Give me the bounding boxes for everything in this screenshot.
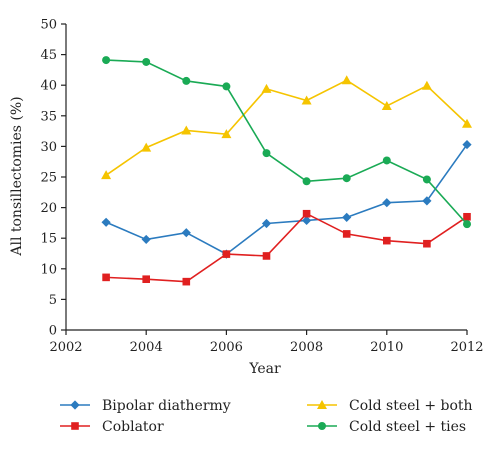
legend-item: Bipolar diathermy <box>60 398 231 414</box>
data-point <box>301 95 312 105</box>
axes: 0 5 10 15 20 25 30 35 40 45 50 2002 2004 2006 2008 2010… <box>40 18 483 356</box>
data-point <box>262 252 271 260</box>
data-point <box>422 175 431 184</box>
legend-label: Cold steel + both <box>349 398 473 414</box>
series-bipolar-diathermy <box>101 139 472 259</box>
y-tick-label: 20 <box>40 201 57 216</box>
data-point <box>422 196 432 206</box>
data-point <box>142 275 150 284</box>
data-point <box>141 234 151 245</box>
legend-marker <box>70 400 80 410</box>
data-point <box>302 209 311 218</box>
data-point <box>382 156 391 165</box>
data-point <box>102 273 110 282</box>
x-tick-label: 2010 <box>370 340 403 355</box>
legend-label: Coblator <box>102 419 164 435</box>
series-line <box>106 212 468 283</box>
data-point <box>302 215 312 226</box>
series-coblator <box>102 209 471 286</box>
series-cold-steel-both <box>101 75 472 180</box>
data-point <box>221 129 232 139</box>
data-point <box>101 217 111 227</box>
data-point <box>182 76 191 85</box>
data-point <box>222 82 231 91</box>
data-point <box>382 198 392 208</box>
y-tick-label: 15 <box>40 232 57 247</box>
legend-marker <box>317 400 327 409</box>
data-point <box>421 80 432 90</box>
x-tick-label: 2004 <box>130 340 163 355</box>
data-point <box>462 139 472 150</box>
x-tick-label: 2008 <box>290 340 323 355</box>
data-point <box>381 101 392 111</box>
legend-marker <box>71 422 79 430</box>
legend-label: Cold steel + ties <box>349 419 466 435</box>
y-tick-label: 45 <box>40 48 57 63</box>
series-line <box>105 79 468 176</box>
data-point <box>102 56 111 65</box>
y-tick-label: 0 <box>49 324 57 339</box>
x-tick-label: 2002 <box>49 340 82 355</box>
data-point <box>261 218 272 229</box>
legend-item: Cold steel + ties <box>307 419 466 435</box>
legend: Bipolar diathermy Coblator Cold steel + bo… <box>60 398 473 435</box>
data-point <box>142 57 151 66</box>
data-point <box>181 228 191 238</box>
data-point <box>463 212 471 221</box>
data-point <box>462 118 472 128</box>
y-tick-label: 40 <box>40 79 57 94</box>
data-point <box>341 75 352 85</box>
legend-item: Coblator <box>60 419 164 435</box>
data-point <box>261 83 272 93</box>
data-point <box>383 236 391 245</box>
y-tick-label: 30 <box>40 140 57 155</box>
x-tick-label: 2006 <box>210 340 243 355</box>
data-point <box>262 149 271 158</box>
data-point <box>181 125 192 135</box>
data-point <box>342 174 351 183</box>
data-point <box>141 142 152 152</box>
series-layer <box>101 56 472 286</box>
legend-item: Cold steel + both <box>307 398 473 414</box>
series-line <box>105 144 468 256</box>
y-tick-label: 35 <box>40 109 57 124</box>
y-tick-label: 5 <box>49 293 57 308</box>
data-point <box>463 220 471 229</box>
legend-label: Bipolar diathermy <box>102 398 231 414</box>
legend-marker <box>318 422 326 430</box>
data-point <box>342 230 351 238</box>
data-point <box>222 250 231 258</box>
x-tick-label: 2012 <box>450 340 483 355</box>
data-point <box>342 212 352 222</box>
y-tick-label: 10 <box>40 262 57 277</box>
series-line <box>106 59 468 225</box>
data-point <box>182 277 191 286</box>
data-point <box>101 170 112 180</box>
data-point <box>302 177 311 186</box>
data-point <box>423 239 431 248</box>
y-axis-title: All tonsillectomies (%) <box>9 96 25 256</box>
y-tick-label: 50 <box>40 18 57 33</box>
y-tick-label: 25 <box>40 171 57 186</box>
series-cold-steel-ties <box>102 56 471 229</box>
x-axis-title: Year <box>248 361 281 377</box>
